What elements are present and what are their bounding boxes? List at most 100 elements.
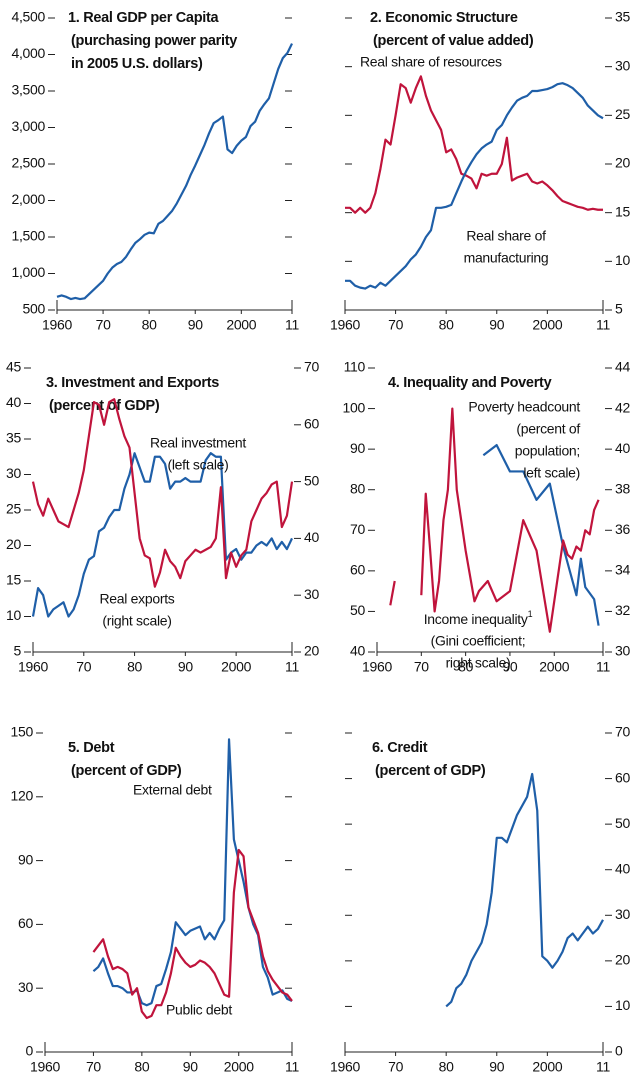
y2-tick-label: 15 [615, 203, 630, 219]
y2-tick-label: 20 [304, 643, 319, 659]
data-line [445, 772, 604, 1008]
y-tick-label: 3,500 [11, 82, 45, 98]
x-tick-label: 11 [285, 659, 299, 675]
series-label: (left scale) [168, 457, 229, 473]
series-label: manufacturing [464, 250, 549, 266]
y2-tick-label: 10 [615, 997, 630, 1013]
y-tick-label: 110 [344, 359, 366, 375]
data-line [345, 75, 603, 214]
series-label: (right scale) [102, 613, 171, 629]
y-tick-label: 35 [6, 430, 21, 446]
y-tick-label: 15 [6, 572, 21, 588]
data-line [31, 452, 293, 618]
x-tick-label: 2000 [224, 1059, 254, 1075]
y2-tick-label: 30 [615, 906, 630, 922]
x-tick-label: 2000 [532, 1059, 562, 1075]
x-tick-label: 80 [134, 1059, 149, 1075]
y2-tick-label: 5 [615, 301, 623, 317]
data-line [482, 443, 600, 626]
y-tick-label: 30 [18, 979, 33, 995]
y2-tick-label: 32 [615, 602, 630, 618]
data-line [389, 407, 600, 633]
x-tick-label: 80 [439, 1059, 454, 1075]
series-label: Public debt [166, 1002, 232, 1018]
x-tick-label: 90 [502, 659, 517, 675]
series-label-note: 1 [528, 609, 533, 619]
x-tick-label: 1960 [30, 1059, 60, 1075]
x-tick-label: 80 [458, 659, 473, 675]
y-tick-label: 2,500 [11, 155, 45, 171]
x-tick-label: 2000 [226, 317, 256, 333]
panel-title: 2. Economic Structure [370, 10, 518, 26]
y2-tick-label: 40 [615, 440, 630, 456]
x-tick-label: 70 [388, 317, 403, 333]
y-tick-label: 0 [26, 1043, 34, 1059]
y-tick-label: 40 [6, 394, 21, 410]
y-tick-label: 4,500 [11, 9, 45, 25]
y-tick-label: 50 [350, 602, 365, 618]
x-tick-label: 11 [285, 317, 299, 333]
y2-tick-label: 20 [615, 952, 630, 968]
y2-tick-label: 44 [615, 359, 630, 375]
x-tick-label: 1960 [330, 317, 360, 333]
y2-tick-label: 34 [615, 562, 630, 578]
y-tick-label: 40 [350, 643, 365, 659]
x-tick-label: 90 [489, 1059, 504, 1075]
series-label: (percent of [516, 421, 580, 437]
x-tick-label: 90 [489, 317, 504, 333]
y2-tick-label: 42 [615, 399, 630, 415]
x-tick-label: 1960 [42, 317, 72, 333]
series-label: left scale) [523, 465, 580, 481]
y2-tick-label: 30 [615, 643, 630, 659]
x-tick-label: 90 [178, 659, 193, 675]
panel-title: 4. Inequality and Poverty [388, 375, 552, 391]
y2-tick-label: 36 [615, 521, 630, 537]
x-tick-label: 11 [596, 317, 610, 333]
y-tick-label: 3,000 [11, 118, 45, 134]
y2-tick-label: 25 [615, 106, 630, 122]
x-tick-label: 80 [142, 317, 157, 333]
y2-tick-label: 0 [615, 1043, 623, 1059]
x-tick-label: 70 [86, 1059, 101, 1075]
y2-tick-label: 70 [615, 724, 630, 740]
x-tick-label: 1960 [362, 659, 392, 675]
panel-subtitle: (percent of GDP) [49, 398, 160, 414]
x-tick-label: 80 [127, 659, 142, 675]
y-tick-label: 120 [11, 788, 34, 804]
y-tick-label: 90 [18, 851, 33, 867]
panel-subtitle: in 2005 U.S. dollars) [71, 56, 203, 72]
y2-tick-label: 30 [304, 586, 319, 602]
series-label-text: Income inequality [424, 611, 528, 627]
y2-tick-label: 40 [615, 860, 630, 876]
panel-subtitle: (percent of GDP) [71, 763, 182, 779]
y-tick-label: 1,500 [11, 228, 45, 244]
panel-subtitle: (percent of GDP) [375, 763, 486, 779]
x-tick-label: 70 [96, 317, 111, 333]
y-tick-label: 60 [18, 915, 33, 931]
y2-tick-label: 35 [615, 9, 630, 25]
y-tick-label: 25 [6, 501, 21, 517]
y2-tick-label: 30 [615, 57, 630, 73]
panel-title: 6. Credit [372, 740, 428, 756]
y-tick-label: 80 [350, 480, 365, 496]
y-tick-label: 500 [23, 301, 46, 317]
series-label: (Gini coefficient; [431, 633, 526, 649]
y-tick-label: 150 [11, 724, 34, 740]
y2-tick-label: 10 [615, 252, 630, 268]
y-tick-label: 1,000 [11, 264, 45, 280]
panel-title: 5. Debt [68, 740, 115, 756]
series-label: Real share of resources [360, 54, 502, 70]
x-tick-label: 11 [285, 1059, 299, 1075]
x-tick-label: 80 [439, 317, 454, 333]
y2-tick-label: 20 [615, 155, 630, 171]
panel-title: 3. Investment and Exports [46, 375, 219, 391]
y2-tick-label: 60 [304, 416, 319, 432]
x-tick-label: 2000 [539, 659, 569, 675]
series-label: Real share of [466, 228, 546, 244]
y-tick-label: 100 [343, 399, 366, 415]
series-label: right scale) [446, 655, 511, 671]
x-tick-label: 70 [76, 659, 91, 675]
y2-tick-label: 60 [615, 769, 630, 785]
series-label: population; [515, 443, 580, 459]
y-tick-label: 70 [350, 521, 365, 537]
